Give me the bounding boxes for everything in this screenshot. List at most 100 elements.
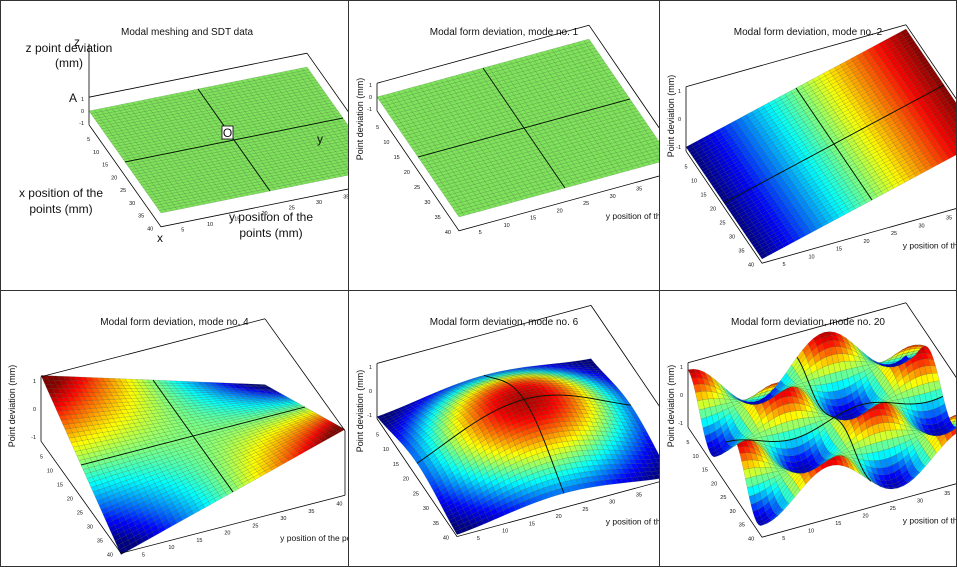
axis-box [376,110,659,232]
y-tick-label: 10 [502,529,508,535]
x-tick-label: 15 [57,482,63,488]
x-axis-letter: x [157,231,163,245]
y-tick-label: 35 [636,492,642,498]
z-tick-label: 1 [369,83,372,89]
y-tick-label: 30 [917,499,923,505]
y-axis-label: y position of the point (mm) [280,533,349,543]
panel: Modal form deviation, mode no. 1 5 10 15 20 2… [348,0,660,291]
z-tick-label: -1 [31,435,36,441]
y-tick-label: 30 [280,516,286,522]
y-tick-label: 35 [308,509,314,515]
x-tick-label: 10 [93,150,99,156]
x-tick-label: 15 [102,163,108,169]
x-tick-label: 15 [393,462,399,468]
y-tick-label: 5 [477,536,480,542]
z-tick-label: 0 [33,407,36,413]
y-tick-label: 35 [343,194,349,200]
y-axis-letter: y [317,132,323,146]
y-tick-label: 25 [890,506,896,512]
y-tick-label: 35 [944,491,950,497]
x-tick-label: 25 [414,185,420,191]
panel: Modal form deviation, mode no. 6 5 10 15 20 2… [348,290,660,567]
z-axis-label: Point deviation (mm) [666,365,676,448]
z-tick-label: -1 [676,145,681,151]
y-tick-label: 20 [863,239,869,245]
x-tick-label: 30 [129,201,135,207]
x-tick-label: 10 [47,468,53,474]
y-tick-label: 15 [234,216,240,222]
y-tick-label: 5 [782,536,785,542]
surface-mesh [685,28,956,260]
y-tick-label: 15 [529,521,535,527]
y-tick-label: 15 [835,521,841,527]
x-tick-label: 5 [686,440,689,446]
surface-mesh [376,358,659,535]
y-axis-label: y position of the point (mm) [606,517,660,527]
z-axis-label: Point deviation (mm) [355,78,365,161]
x-tick-label: 20 [111,175,117,181]
axis-box [40,440,346,554]
x-tick-label: 25 [413,491,419,497]
y-tick-label: 15 [530,216,536,222]
x-tick-label: 25 [120,188,126,194]
axis-box [685,150,956,264]
y-tick-label: 30 [316,200,322,206]
z-tick-label: -1 [367,107,372,113]
y-tick-label: 10 [207,222,213,228]
x-tick-label: 30 [423,506,429,512]
chart-title: Modal form deviation, mode no. 20 [731,317,885,328]
z-tick-label: 0 [369,95,372,101]
z-tick-label: -1 [678,421,683,427]
z-axis-letter: z [74,35,80,49]
y-tick-label: 25 [891,231,897,237]
surface-mesh [687,331,956,526]
z-tick-label: 1 [33,379,36,385]
y-tick-label: 30 [918,223,924,229]
y-tick-label: 10 [504,223,510,229]
surface-plot: 51015202530354051015202530354010-1Point … [355,305,660,542]
x-tick-label: 15 [394,155,400,161]
axis-box [687,426,956,538]
x-axis-label-line1: x position of the [19,186,103,200]
chart-title: Modal meshing and SDT data [121,27,254,38]
x-tick-label: 10 [383,447,389,453]
y-tick-label: 10 [808,529,814,535]
x-tick-label: 30 [729,234,735,240]
point-a-label: A [69,91,77,105]
x-tick-label: 30 [424,200,430,206]
axis-box [88,124,348,228]
panel: Modal form deviation, mode no. 4 5 10 15 20 2… [0,290,349,567]
x-tick-label: 5 [376,432,379,438]
surface-plot: 51015202530354051015202530354010-1Point … [666,302,957,542]
y-tick-label: 15 [836,247,842,253]
x-tick-label: 20 [404,170,410,176]
y-axis-label: y position of the point (mm) [606,211,660,221]
y-tick-label: 30 [610,194,616,200]
y-tick-label: 30 [609,500,615,506]
y-tick-label: 40 [336,502,342,508]
x-tick-label: 20 [67,496,73,502]
y-tick-label: 25 [582,507,588,513]
z-axis-label-line2: (mm) [55,56,83,70]
x-tick-label: 5 [376,125,379,131]
y-tick-label: 20 [557,208,563,214]
x-tick-label: 40 [107,552,113,558]
axis-box [376,418,659,538]
x-tick-label: 30 [730,509,736,515]
y-tick-label: 5 [142,552,145,558]
z-tick-label: -1 [367,413,372,419]
panel: Modal meshing and SDT data 5 10 15 20 25 30 35 4… [0,0,349,291]
y-axis-label: y position of the point (mm) [903,516,957,526]
z-axis-label-line1: z point deviation [26,41,113,55]
surface-mesh [40,375,346,555]
x-tick-label: 10 [383,140,389,146]
chart-title: Modal form deviation, mode no. 2 [733,27,883,38]
x-tick-label: 35 [435,215,441,221]
y-tick-label: 20 [261,211,267,217]
x-tick-label: 25 [720,495,726,501]
x-tick-label: 10 [691,178,697,184]
y-tick-label: 10 [808,254,814,260]
